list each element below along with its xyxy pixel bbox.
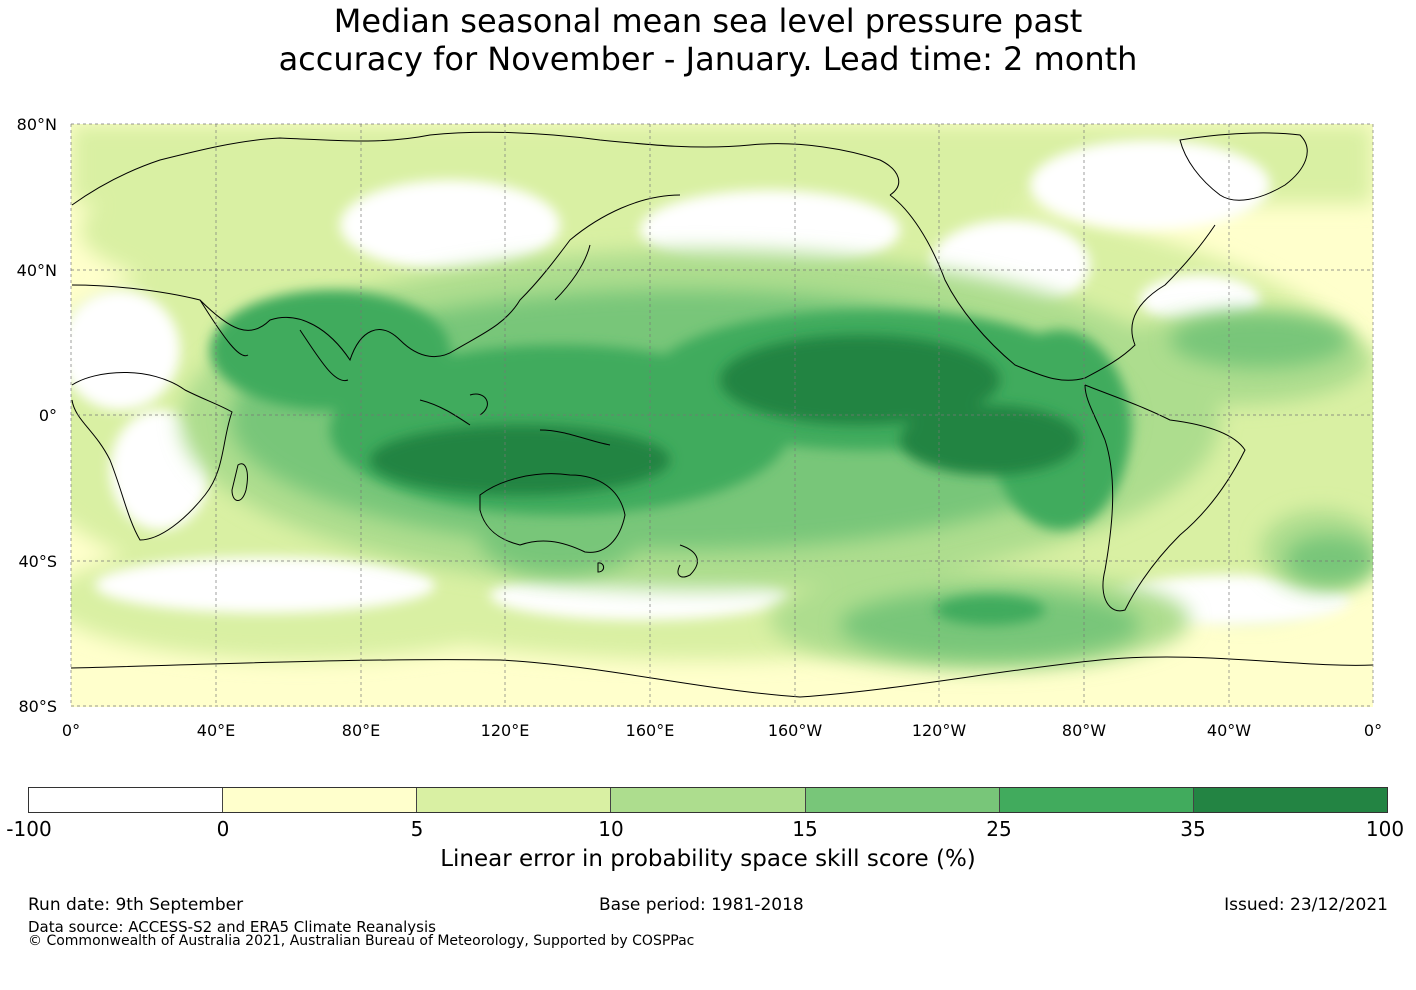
coastlines xyxy=(71,131,1373,698)
lon-label: 80°W xyxy=(1062,721,1106,740)
issued-date: Issued: 23/12/2021 xyxy=(1224,895,1388,915)
lat-label: 40°S xyxy=(18,552,57,571)
colorbar-tick: 0 xyxy=(216,817,230,841)
base-period: Base period: 1981-2018 xyxy=(599,895,804,915)
lon-label: 0° xyxy=(62,721,80,740)
colorbar-segment xyxy=(805,788,1000,812)
colorbar-tick: 25 xyxy=(986,817,1012,841)
lon-label: 120°E xyxy=(481,721,530,740)
lat-label: 40°N xyxy=(17,261,57,280)
run-date: Run date: 9th September xyxy=(28,895,244,915)
longitude-labels: 0° 40°E 80°E 120°E 160°E 160°W 120°W 80°… xyxy=(62,721,1382,740)
colorbar-segment xyxy=(417,788,612,812)
lat-label: 80°N xyxy=(17,115,57,134)
lon-label: 40°W xyxy=(1207,721,1251,740)
colorbar-segment xyxy=(611,788,806,812)
lon-label: 0° xyxy=(1364,721,1382,740)
lon-label: 160°E xyxy=(626,721,675,740)
colorbar-tick: 10 xyxy=(598,817,624,841)
chart-title-line-1: Median seasonal mean sea level pressure … xyxy=(333,2,1083,40)
chart-title: Median seasonal mean sea level pressure … xyxy=(0,2,1416,78)
lon-label: 80°E xyxy=(342,721,380,740)
lat-label: 80°S xyxy=(18,697,57,716)
graticule xyxy=(70,123,1374,707)
chart-title-line-2: accuracy for November - January. Lead ti… xyxy=(278,40,1138,78)
colorbar-tick: 100 xyxy=(1365,817,1405,841)
colorbar-segment xyxy=(223,788,418,812)
colorbar-segment xyxy=(999,788,1194,812)
colorbar-segment xyxy=(29,788,224,812)
colorbar-tick: 35 xyxy=(1180,817,1206,841)
latitude-labels: 80°N 40°N 0° 40°S 80°S xyxy=(17,115,57,716)
lon-label: 120°W xyxy=(912,721,967,740)
colorbar-tick: 5 xyxy=(410,817,424,841)
lat-label: 0° xyxy=(39,406,57,425)
lon-label: 40°E xyxy=(197,721,235,740)
data-source: Data source: ACCESS-S2 and ERA5 Climate … xyxy=(28,918,436,936)
skill-score-map: 80°N 40°N 0° 40°S 80°S 0° 40°E 80°E 120°… xyxy=(17,115,1382,740)
colorbar-label: Linear error in probability space skill … xyxy=(440,846,976,872)
lon-label: 160°W xyxy=(768,721,823,740)
skill-field xyxy=(71,124,1373,707)
colorbar xyxy=(28,787,1388,813)
colorbar-tick: 15 xyxy=(792,817,818,841)
colorbar-segment xyxy=(1193,788,1387,812)
colorbar-tick: -100 xyxy=(6,817,52,841)
copyright: © Commonwealth of Australia 2021, Austra… xyxy=(28,933,695,949)
